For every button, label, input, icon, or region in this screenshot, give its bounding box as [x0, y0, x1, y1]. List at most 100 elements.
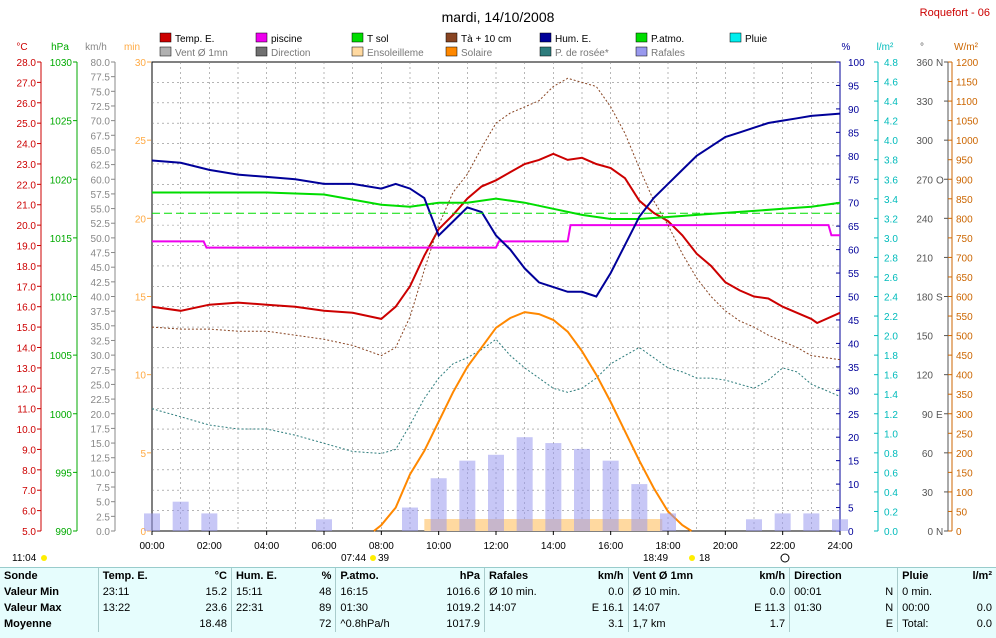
legend-label: Hum. E. [555, 34, 591, 45]
solar-axis-tick-label: 1100 [956, 97, 978, 108]
wind-axis-tick-label: 15.0 [91, 439, 111, 450]
hum-axis-tick-label: 30 [848, 386, 860, 397]
sunset-label: 18 [699, 553, 711, 564]
rain-axis-tick-label: 2.0 [884, 332, 898, 343]
temp-axis-tick-label: 17.0 [17, 282, 37, 293]
dir-tick-label: 150 [916, 332, 933, 343]
wind-axis-tick-label: 5.0 [96, 498, 110, 509]
summary-cell [483, 616, 569, 632]
solar-axis-tick-label: 1200 [956, 58, 979, 69]
temp-axis-tick-label: 28.0 [17, 58, 37, 69]
summary-cell: 15.2 [205, 586, 227, 598]
summary-cell: E 11.3 [754, 602, 786, 614]
rafales-bar [631, 484, 648, 531]
legend-swatch [635, 32, 648, 43]
summary-cell: °C [214, 570, 227, 582]
summary-cell: hPa [459, 570, 480, 582]
rain-axis-tick-label: 1.8 [884, 351, 898, 362]
rafales-bar [832, 519, 848, 531]
solar-axis-tick-label: 650 [956, 273, 973, 284]
summary-cell: N [885, 602, 894, 614]
min-axis-unit: min [124, 42, 140, 53]
hum-axis-tick-label: 60 [848, 246, 860, 257]
x-tick-label: 00:00 [139, 541, 164, 552]
temp-axis-tick-label: 27.0 [17, 78, 37, 89]
summary-cell: Valeur Max [4, 602, 62, 614]
solar-axis-tick-label: 850 [956, 195, 973, 206]
temp-axis-tick-label: 25.0 [17, 119, 37, 130]
hum-axis-tick-label: 50 [848, 293, 860, 304]
wind-axis-unit: km/h [85, 42, 107, 53]
legend-label: Solaire [461, 48, 493, 59]
dir-tick-label: 300 [916, 136, 933, 147]
wind-axis-tick-label: 50.0 [91, 234, 111, 245]
rafales-bar [144, 513, 160, 531]
min-axis-tick-label: 30 [135, 58, 147, 69]
series-t-10-cm [151, 77, 841, 361]
summary-cell: 13:22 [97, 600, 178, 616]
rain-axis-tick-label: 0.0 [884, 527, 898, 538]
press-axis-tick-label: 1010 [50, 293, 73, 304]
hum-axis-tick-label: 10 [848, 480, 860, 491]
solar-axis-tick-label: 600 [956, 293, 973, 304]
press-axis-unit: hPa [51, 42, 69, 53]
hum-axis-tick-label: 5 [848, 504, 854, 515]
summary-cell: km/h [597, 570, 624, 582]
wind-axis-tick-label: 7.5 [96, 483, 110, 494]
wind-axis-tick-label: 75.0 [91, 87, 111, 98]
summary-cell: Ø 10 min. [627, 584, 731, 600]
x-tick-label: 10:00 [426, 541, 451, 552]
solar-axis-tick-label: 50 [956, 507, 968, 518]
summary-cell: Sonde [4, 570, 38, 582]
press-axis-tick-label: 1030 [50, 58, 73, 69]
dir-tick-label: 120 [916, 371, 933, 382]
wind-axis-tick-label: 77.5 [91, 73, 111, 84]
solar-axis-tick-label: 150 [956, 468, 973, 479]
rafales-bar [459, 460, 476, 531]
solar-axis-tick-label: 350 [956, 390, 973, 401]
rain-axis-tick-label: 2.6 [884, 273, 898, 284]
dir-tick-label: 180 [916, 293, 933, 304]
temp-axis-unit: °C [16, 42, 27, 53]
summary-row: Sonde Temp. E. °C Hum. E.% P.atmo. hPa Rafales… [0, 568, 996, 584]
summary-cell: 18.48 [199, 618, 227, 630]
sunset-time: 18:49 [643, 553, 668, 564]
rain-axis-tick-label: 3.4 [884, 195, 898, 206]
rain-axis-tick-label: 4.0 [884, 136, 898, 147]
summary-cell: 0.0 [608, 586, 624, 598]
rafales-bar [201, 513, 218, 531]
hum-axis-tick-label: 85 [848, 128, 860, 139]
solar-axis-tick-label: 400 [956, 371, 973, 382]
summary-cell: 3.1 [608, 618, 624, 630]
x-tick-label: 20:00 [713, 541, 738, 552]
summary-cell: 0.0 [976, 618, 992, 630]
min-axis-tick-label: 15 [135, 293, 147, 304]
legend-swatch [351, 46, 364, 57]
rafales-bar [402, 507, 418, 531]
wind-axis-tick-label: 30.0 [91, 351, 111, 362]
summary-cell: l/m² [972, 570, 992, 582]
summary-cell [955, 584, 996, 600]
legend-label: P.atmo. [651, 34, 684, 45]
hum-axis-tick-label: 65 [848, 222, 860, 233]
temp-axis-tick-label: 13.0 [17, 364, 37, 375]
rafales-bar [516, 437, 533, 531]
solar-axis-tick-label: 1150 [956, 78, 978, 89]
dir-tick-label: 330 [916, 97, 933, 108]
weather-chart: mardi, 14/10/2008 Roquefort - 06 Temp. E. p… [12, 7, 990, 564]
summary-cell: Ø 10 min. [483, 584, 569, 600]
x-tick-label: 14:00 [541, 541, 566, 552]
wind-axis-tick-label: 0.0 [96, 527, 110, 538]
legend-swatch [445, 46, 458, 57]
legend-label: P. de rosée* [555, 48, 609, 59]
legend-swatch [159, 32, 172, 43]
temp-axis-tick-label: 7.0 [22, 486, 36, 497]
dir-tick-label: 90 [922, 410, 934, 421]
wind-axis-tick-label: 52.5 [91, 219, 111, 230]
rafales-bar [803, 513, 820, 531]
legend-swatch [255, 32, 268, 43]
solar-axis-tick-label: 900 [956, 175, 973, 186]
temp-axis-tick-label: 23.0 [17, 160, 37, 171]
min-axis-tick-label: 25 [135, 136, 147, 147]
x-tick-label: 24:00 [827, 541, 852, 552]
